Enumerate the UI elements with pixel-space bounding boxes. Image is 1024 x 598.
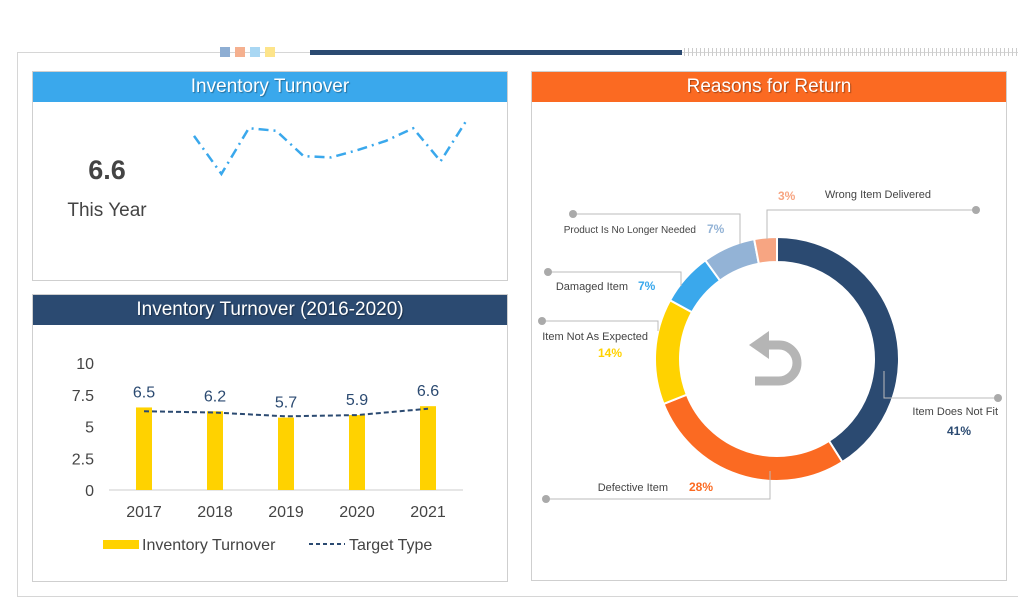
- leader-dot: [542, 495, 550, 503]
- donut-title: Reasons for Return: [532, 72, 1006, 102]
- return-arrow-head-icon: [749, 331, 769, 359]
- return-arrow-icon: [755, 340, 802, 386]
- turnover-card-title: Inventory Turnover: [33, 72, 507, 102]
- slice-percent: 7%: [638, 279, 656, 293]
- bar: [349, 415, 365, 490]
- slice-label: Product Is No Longer Needed: [564, 225, 696, 236]
- legend-swatch-bar: [103, 540, 139, 549]
- turnover-sparkline: [192, 117, 470, 177]
- leader-dot: [972, 206, 980, 214]
- bar: [278, 417, 294, 490]
- deco-bar: [310, 50, 682, 55]
- slice-percent: 14%: [598, 346, 622, 360]
- bar-data-label: 6.2: [204, 388, 226, 405]
- bar: [136, 407, 152, 490]
- deco-ticks: [684, 48, 1020, 56]
- leader-line: [573, 213, 741, 244]
- y-tick-label: 5: [85, 420, 94, 437]
- slice-label: Item Not As Expected: [542, 331, 648, 343]
- target-line: [143, 407, 429, 418]
- y-tick-label: 7.5: [72, 388, 94, 405]
- deco-square: [220, 47, 230, 57]
- donut-slice: [752, 235, 778, 265]
- y-tick-label: 10: [76, 356, 94, 373]
- slice-percent: 7%: [707, 222, 725, 236]
- legend-label: Target Type: [349, 537, 432, 554]
- legend-label: Inventory Turnover: [142, 537, 276, 554]
- x-tick-label: 2020: [339, 504, 375, 521]
- donut-chart: Item Does Not Fit 41% Defective Item 28% Ite…: [538, 189, 1002, 503]
- bar-chart-card: Inventory Turnover (2016-2020) 0 2.5 5 7.5 1…: [32, 294, 508, 582]
- bar-data-label: 6.5: [133, 384, 155, 401]
- bar-chart: 0 2.5 5 7.5 10 6.5 2017 6.2 2018 5.7 2019 5.9 2020 6.…: [72, 356, 463, 554]
- bar: [207, 411, 223, 490]
- leader-line: [883, 371, 998, 399]
- x-tick-label: 2019: [268, 504, 304, 521]
- turnover-value: 6.6: [88, 155, 126, 185]
- x-tick-label: 2017: [126, 504, 162, 521]
- donut-slice: [654, 298, 694, 406]
- slice-label: Defective Item: [598, 482, 668, 494]
- y-tick-label: 2.5: [72, 451, 94, 468]
- slice-percent: 3%: [778, 189, 796, 203]
- deco-square: [235, 47, 245, 57]
- leader-dot: [994, 394, 1002, 402]
- bar-chart-title: Inventory Turnover (2016-2020): [33, 295, 507, 325]
- bar-data-label: 5.7: [275, 395, 297, 412]
- slice-percent: 28%: [689, 480, 713, 494]
- bar-data-label: 6.6: [417, 383, 439, 400]
- leader-line: [546, 471, 771, 500]
- leader-dot: [538, 317, 546, 325]
- leader-line: [766, 209, 976, 239]
- slice-label: Item Does Not Fit: [912, 406, 998, 418]
- x-tick-label: 2021: [410, 504, 446, 521]
- slice-percent: 41%: [947, 424, 971, 438]
- deco-square: [265, 47, 275, 57]
- sparkline-line: [192, 117, 470, 177]
- deco-square: [250, 47, 260, 57]
- leader-dot: [544, 268, 552, 276]
- x-tick-label: 2018: [197, 504, 233, 521]
- leader-line: [548, 271, 682, 286]
- slice-label: Wrong Item Delivered: [825, 189, 931, 201]
- donut-slice: [662, 393, 844, 482]
- bar-data-label: 5.9: [346, 392, 368, 409]
- turnover-card: Inventory Turnover 6.6 This Year: [32, 71, 508, 281]
- leader-dot: [569, 210, 577, 218]
- y-tick-label: 0: [85, 483, 94, 500]
- donut-card: Reasons for Return Item Does Not Fit 41% D…: [531, 71, 1007, 581]
- slice-label: Damaged Item: [556, 281, 628, 293]
- turnover-caption: This Year: [67, 200, 147, 221]
- bar: [420, 406, 436, 490]
- leader-line: [542, 320, 659, 331]
